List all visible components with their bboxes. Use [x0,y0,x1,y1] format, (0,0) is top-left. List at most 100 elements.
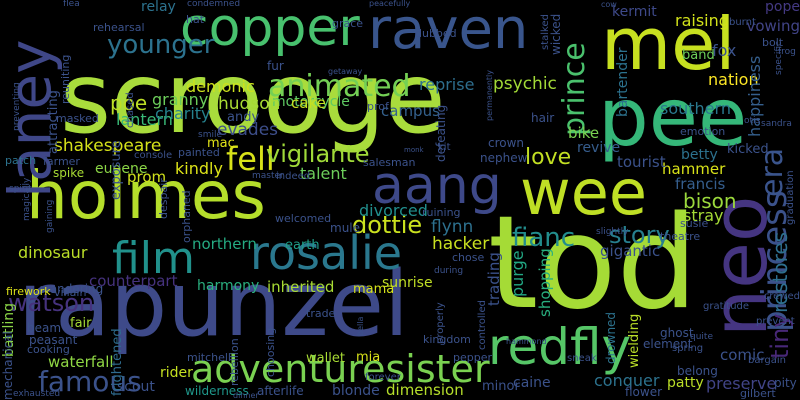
word-monk: monk [404,146,424,154]
word-bison: bison [683,189,737,213]
word-preserve: preserve [706,374,777,393]
word-hair: hair [531,111,555,125]
word-frog: frog [778,47,796,57]
word-conquer: conquer [594,371,660,390]
word-dubbed: dubbed [415,27,457,40]
word-eugene: eugene [95,161,148,177]
word-cake: cake [291,94,326,112]
word-smile: smile [198,130,222,140]
word-kit: kit [438,142,451,153]
word-farmer: farmer [43,155,80,168]
word-slightly: slightly [596,227,629,237]
word-flower: flower [625,385,663,399]
word-comic: comic [720,346,765,364]
word-harmony: harmony [197,278,260,294]
word-campus: campus [381,102,440,120]
word-prince: prince [557,42,592,136]
word-redfly: redfly [488,318,632,376]
word-getaway: getaway [328,67,363,76]
word-mia: mia [356,350,381,365]
word-trade: trade [306,307,336,320]
word-aang: aang [372,156,502,216]
word-revive: revive [577,140,621,156]
word-pope: pope [765,0,800,15]
word-graduation: graduation [785,170,796,225]
word-bella: bella [356,316,365,336]
word-welcomed: welcomed [275,212,332,225]
word-sandra: sandra [761,119,792,129]
word-chose: chose [452,251,485,264]
word-gratitude: gratitude [703,301,750,312]
word-spike: spike [53,166,85,180]
word-kermit: kermit [612,4,657,20]
word-patty: patty [667,375,704,391]
word-dimension: dimension [386,381,464,399]
word-kicked: kicked [727,142,769,157]
word-fell: fell [226,140,275,178]
word-flea: flea [63,0,80,9]
word-bolt: bolt [762,36,784,49]
word-prom: prom [127,168,167,186]
word-mama: mama [353,282,395,297]
word-susie: susie [680,217,709,230]
word-properly: properly [435,302,446,344]
word-granny: granny [152,90,209,109]
word-animated: animated [268,69,411,104]
word-dinosaur: dinosaur [18,243,88,262]
word-condemned: condemned [187,0,241,9]
word-ghost: ghost [660,326,694,340]
word-exposure: exposure [109,140,124,200]
word-villain: villain [54,286,87,299]
word-lantern: lantern [116,110,173,129]
word-defeating: defeating [434,104,448,162]
word-theatre: theatre [660,230,701,243]
word-bartender: bartender [615,47,631,117]
word-crown: crown [488,136,525,150]
word-master: master [252,171,284,181]
word-prof: prof [367,100,389,113]
word-story: story [609,221,670,249]
word-despair: despair [157,178,170,219]
word-wielding: wielding [627,313,642,368]
word-rosalie: rosalie [250,226,403,280]
word-spirit: spirit [9,184,32,194]
word-counterpart: counterpart [89,272,178,290]
word-frightened: frightened [110,328,125,396]
word-rebellion: rebellion [228,338,241,386]
word-patch: patch [5,154,37,167]
word-orphaned: orphaned [180,190,193,243]
word-sunrise: sunrise [382,275,433,291]
word-fianc: fianc [512,223,576,253]
word-afterlife: afterlife [257,384,304,398]
word-painted: painted [178,146,220,159]
word-peasant: peasant [29,333,78,347]
word-minor: minor [482,379,520,394]
word-gilbert: gilbert [740,387,776,400]
word-forever: forever [365,372,401,383]
word-northern: northern [192,235,257,253]
word-spring: spring [672,343,704,354]
word-choosing: choosing [264,327,277,377]
word-controlled: controlled [477,300,488,350]
word-band: band [682,48,715,63]
word-copper: copper [180,0,360,58]
word-masked: masked [56,112,99,125]
word-fox: fox [712,41,737,60]
word-rehearsal: rehearsal [93,21,145,34]
word-pepper: pepper [453,351,493,364]
word-exhausted: exhausted [13,389,61,399]
word-younger: younger [107,30,215,60]
word-rapunzel: rapunzel [18,252,409,357]
word-psychic: psychic [493,74,557,94]
word-ruining: ruining [422,206,461,219]
word-reuniting: reuniting [59,54,72,104]
word-shakespeare: shakespeare [54,136,162,156]
word-firework: firework [6,285,51,298]
word-pee: pee [598,71,748,164]
word-poe: poe [110,91,148,115]
word-mitchell: mitchell [187,351,231,364]
word-kingdom: kingdom [423,333,471,346]
word-film: film [112,233,195,284]
word-pity: pity [774,376,797,390]
